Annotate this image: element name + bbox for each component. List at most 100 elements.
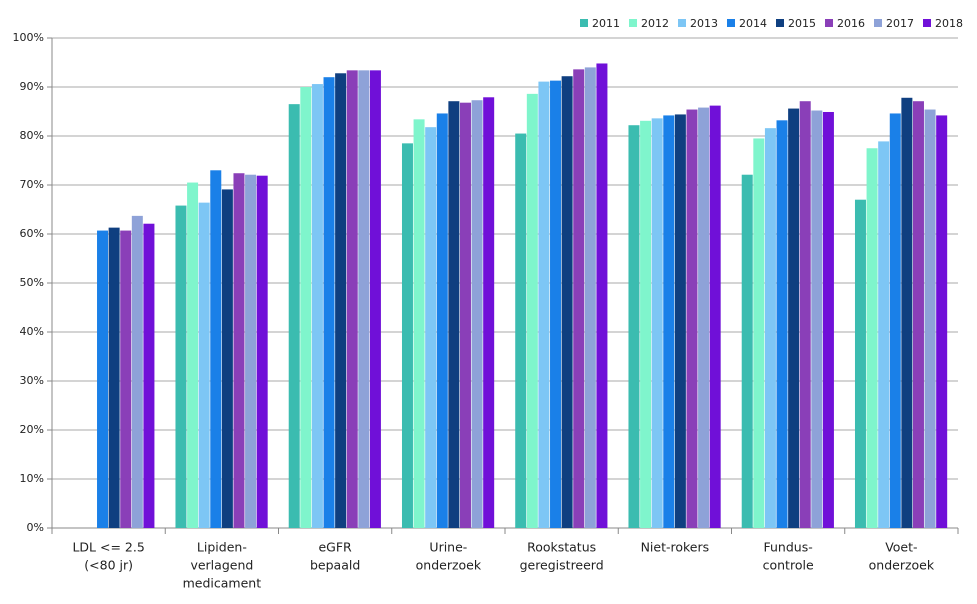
bar (526, 93, 538, 529)
bar (448, 101, 460, 529)
x-tick-label: Lipiden- (197, 540, 247, 555)
bar (131, 215, 143, 528)
x-tick-label: medicament (183, 576, 262, 591)
bar (335, 73, 347, 528)
bar (901, 97, 913, 528)
legend-label: 2011 (592, 17, 620, 30)
bar (471, 100, 483, 528)
y-tick-label: 0% (27, 521, 44, 534)
bar (187, 182, 199, 529)
y-tick-label: 10% (20, 472, 44, 485)
x-tick-label: geregistreerd (520, 558, 604, 573)
bar (210, 170, 222, 529)
bar (936, 115, 948, 529)
x-tick-label: LDL <= 2.5 (72, 540, 144, 555)
legend-swatch (874, 19, 882, 27)
bar (573, 69, 585, 529)
legend-swatch (678, 19, 686, 27)
bar (628, 125, 640, 528)
bar (686, 109, 698, 528)
x-tick-label: Rookstatus (527, 540, 596, 555)
x-tick-label: verlagend (190, 558, 253, 573)
bar (358, 70, 370, 528)
legend-label: 2016 (837, 17, 865, 30)
legend-swatch (825, 19, 833, 27)
legend-label: 2015 (788, 17, 816, 30)
bar (596, 63, 608, 528)
bar (912, 101, 924, 529)
bar (674, 114, 686, 528)
x-tick-label: eGFR (318, 540, 352, 555)
bar (483, 97, 495, 528)
legend-swatch (629, 19, 637, 27)
bar (811, 110, 823, 529)
bar (640, 120, 652, 528)
bar (799, 101, 811, 529)
x-tick-label: onderzoek (416, 558, 482, 573)
bar (256, 175, 268, 528)
bar (175, 205, 187, 528)
bar (538, 81, 550, 529)
bar (401, 143, 413, 528)
y-tick-label: 90% (20, 80, 44, 93)
bar (776, 120, 788, 528)
bar (143, 223, 155, 528)
bar (866, 148, 878, 528)
legend-label: 2018 (935, 17, 963, 30)
legend-label: 2014 (739, 17, 767, 30)
x-tick-label: Fundus- (764, 540, 813, 555)
legend-label: 2013 (690, 17, 718, 30)
x-tick-label: bepaald (310, 558, 360, 573)
bar (97, 230, 109, 528)
bar (550, 80, 562, 528)
bar (300, 87, 312, 528)
bar (822, 111, 834, 529)
bar (245, 174, 257, 528)
bar (515, 133, 527, 529)
bar (323, 77, 335, 528)
y-tick-label: 50% (20, 276, 44, 289)
bar (753, 138, 765, 528)
bar (108, 227, 120, 528)
bar (198, 202, 210, 528)
bar (221, 189, 233, 528)
y-tick-label: 80% (20, 129, 44, 142)
bar (709, 105, 721, 529)
bar (561, 76, 573, 528)
x-tick-label: Voet- (885, 540, 917, 555)
x-tick-label: Urine- (429, 540, 467, 555)
bar (436, 113, 448, 529)
bar (413, 119, 425, 528)
bar (854, 199, 866, 528)
bar (741, 174, 753, 528)
bar (663, 115, 675, 529)
bar (369, 70, 381, 528)
bar (459, 102, 471, 529)
y-tick-label: 40% (20, 325, 44, 338)
legend-swatch (776, 19, 784, 27)
bar (788, 108, 800, 528)
bar (311, 84, 323, 528)
y-tick-label: 30% (20, 374, 44, 387)
bar (889, 113, 901, 529)
x-tick-label: onderzoek (869, 558, 935, 573)
bar (120, 230, 132, 528)
bar (233, 173, 245, 529)
x-tick-label: controle (763, 558, 814, 573)
legend-swatch (727, 19, 735, 27)
bar (425, 127, 437, 529)
bar (651, 118, 663, 529)
bar (698, 107, 710, 528)
y-tick-label: 20% (20, 423, 44, 436)
y-tick-label: 100% (13, 31, 44, 44)
bar (878, 141, 890, 528)
x-tick-label: Niet-rokers (641, 540, 710, 555)
y-tick-label: 60% (20, 227, 44, 240)
bar (288, 104, 300, 529)
legend-swatch (923, 19, 931, 27)
legend-swatch (580, 19, 588, 27)
x-tick-label: (<80 jr) (84, 558, 133, 573)
legend-label: 2017 (886, 17, 914, 30)
